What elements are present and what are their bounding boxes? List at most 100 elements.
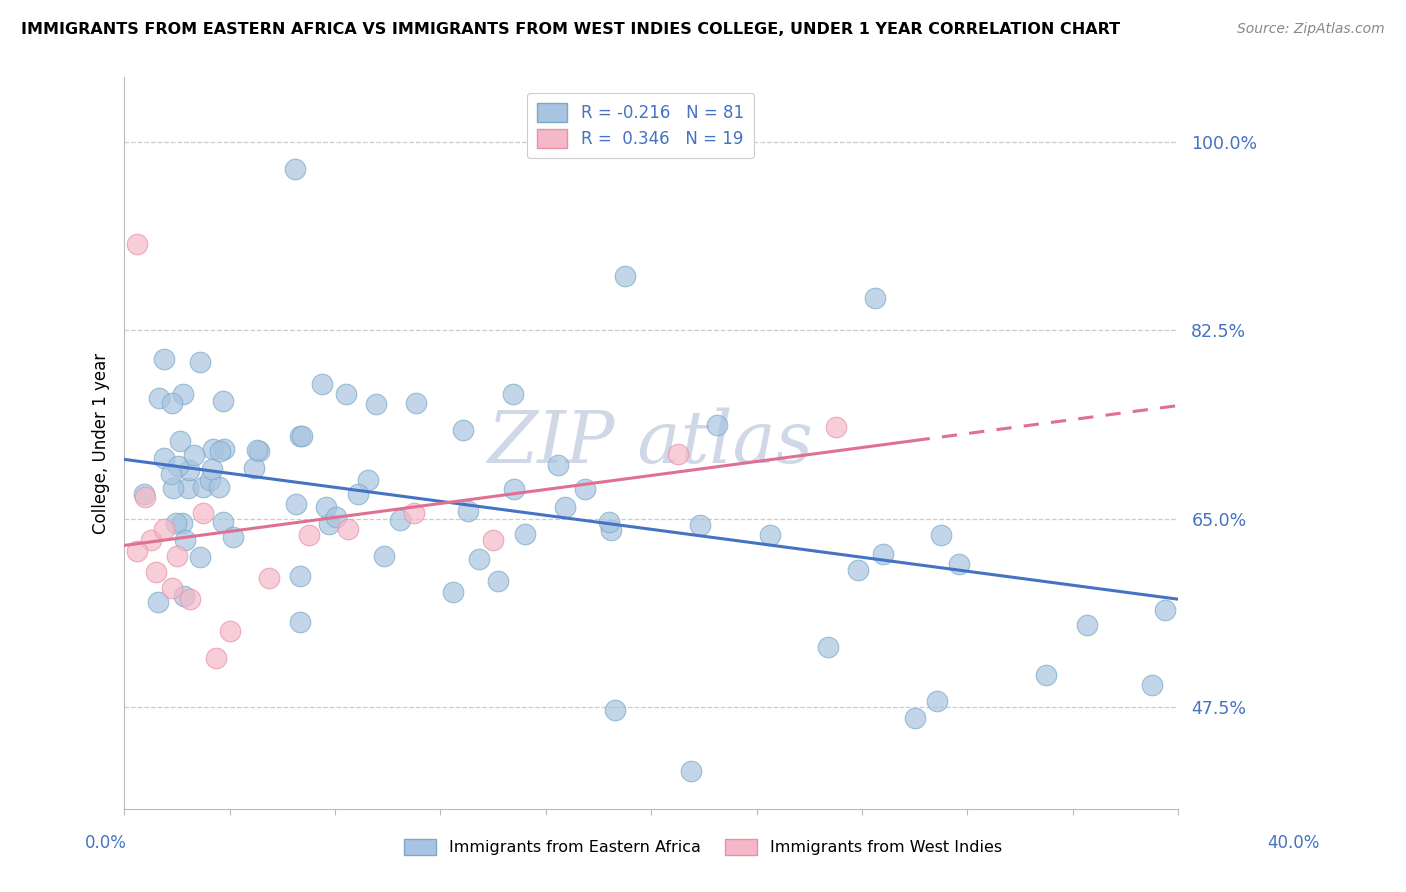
Point <box>547 458 569 472</box>
Point <box>364 397 387 411</box>
Point <box>389 512 412 526</box>
Y-axis label: College, Under 1 year: College, Under 1 year <box>93 352 110 533</box>
Point <box>153 352 176 367</box>
Point <box>179 463 201 477</box>
Point <box>288 615 311 629</box>
Point <box>929 527 952 541</box>
Point <box>183 448 205 462</box>
Point <box>201 462 224 476</box>
Point <box>482 533 505 547</box>
Point <box>160 396 183 410</box>
Point <box>208 443 231 458</box>
Point <box>145 566 167 580</box>
Point <box>173 533 195 547</box>
Point <box>205 651 228 665</box>
Point <box>179 592 201 607</box>
Point <box>453 423 475 437</box>
Point <box>247 443 270 458</box>
Point <box>176 481 198 495</box>
Point <box>207 479 229 493</box>
Point <box>284 161 307 176</box>
Text: IMMIGRANTS FROM EASTERN AFRICA VS IMMIGRANTS FROM WEST INDIES COLLEGE, UNDER 1 Y: IMMIGRANTS FROM EASTERN AFRICA VS IMMIGR… <box>21 22 1121 37</box>
Point <box>288 429 311 443</box>
Point <box>357 473 380 487</box>
Point <box>927 694 949 708</box>
Point <box>486 574 509 588</box>
Legend: Immigrants from Eastern Africa, Immigrants from West Indies: Immigrants from Eastern Africa, Immigran… <box>398 832 1008 862</box>
Text: 0.0%: 0.0% <box>84 834 127 852</box>
Text: 40.0%: 40.0% <box>1267 834 1320 852</box>
Point <box>139 533 162 547</box>
Point <box>613 269 636 284</box>
Point <box>600 523 623 537</box>
Point <box>758 527 780 541</box>
Point <box>193 506 215 520</box>
Point <box>134 487 156 501</box>
Point <box>212 516 235 530</box>
Point <box>160 467 183 481</box>
Point <box>148 595 170 609</box>
Point <box>1076 618 1098 632</box>
Point <box>257 571 280 585</box>
Point <box>948 557 970 571</box>
Point <box>153 451 176 466</box>
Point <box>148 391 170 405</box>
Point <box>166 549 188 564</box>
Point <box>173 589 195 603</box>
Point <box>824 420 846 434</box>
Point <box>1035 667 1057 681</box>
Point <box>212 393 235 408</box>
Point <box>212 442 235 456</box>
Point <box>170 516 193 530</box>
Point <box>402 506 425 520</box>
Point <box>441 585 464 599</box>
Point <box>513 527 536 541</box>
Point <box>405 396 427 410</box>
Point <box>503 482 526 496</box>
Point <box>290 569 312 583</box>
Point <box>872 547 894 561</box>
Point <box>904 710 927 724</box>
Point <box>190 355 212 369</box>
Legend: R = -0.216   N = 81, R =  0.346   N = 19: R = -0.216 N = 81, R = 0.346 N = 19 <box>527 93 754 158</box>
Point <box>502 387 524 401</box>
Point <box>284 497 307 511</box>
Point <box>666 447 689 461</box>
Point <box>325 509 347 524</box>
Point <box>846 563 869 577</box>
Point <box>706 417 728 432</box>
Point <box>467 552 489 566</box>
Point <box>291 429 314 443</box>
Point <box>689 517 711 532</box>
Point <box>311 376 333 391</box>
Point <box>554 500 576 514</box>
Point <box>347 487 370 501</box>
Text: ZIP atlas: ZIP atlas <box>488 408 814 478</box>
Point <box>335 386 357 401</box>
Point <box>127 237 149 252</box>
Point <box>298 527 321 541</box>
Point <box>457 503 479 517</box>
Point <box>165 516 187 530</box>
Point <box>169 434 191 448</box>
Point <box>160 582 183 596</box>
Point <box>603 703 626 717</box>
Point <box>172 387 194 401</box>
Point <box>679 764 702 779</box>
Point <box>863 291 886 305</box>
Point <box>190 549 212 564</box>
Point <box>574 482 596 496</box>
Point <box>315 500 337 515</box>
Point <box>817 640 839 655</box>
Point <box>191 480 214 494</box>
Point <box>1154 603 1177 617</box>
Text: Source: ZipAtlas.com: Source: ZipAtlas.com <box>1237 22 1385 37</box>
Point <box>246 443 269 458</box>
Point <box>222 530 245 544</box>
Point <box>162 482 184 496</box>
Point <box>167 458 190 473</box>
Point <box>337 522 360 536</box>
Point <box>127 543 149 558</box>
Point <box>198 474 221 488</box>
Point <box>1140 678 1163 692</box>
